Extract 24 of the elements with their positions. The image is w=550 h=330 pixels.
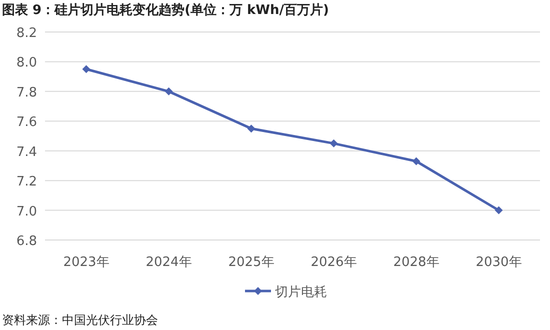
y-tick-label: 7.0 bbox=[16, 204, 37, 220]
legend: 切片电耗 bbox=[245, 285, 327, 300]
chart-title: 图表 9：硅片切片电耗变化趋势(单位：万 kWh/百万片) bbox=[2, 2, 329, 18]
y-tick-label: 7.8 bbox=[16, 85, 37, 100]
y-tick-label: 8.2 bbox=[16, 26, 37, 41]
y-tick-label: 6.8 bbox=[16, 234, 37, 249]
point bbox=[247, 124, 256, 133]
point bbox=[82, 65, 90, 74]
point bbox=[164, 87, 173, 96]
y-tick-label: 7.4 bbox=[16, 144, 37, 160]
legend-label: 切片电耗 bbox=[275, 285, 327, 300]
y-tick-label: 7.2 bbox=[16, 174, 37, 190]
x-tick-label: 2026年 bbox=[310, 255, 357, 270]
y-tick-label: 7.6 bbox=[16, 115, 37, 130]
x-tick-label: 2028年 bbox=[393, 255, 440, 270]
x-tick-label: 2024年 bbox=[146, 255, 192, 270]
point bbox=[494, 206, 503, 214]
point bbox=[412, 157, 420, 166]
x-tick-label: 2025年 bbox=[228, 255, 274, 270]
x-tick-label: 2023年 bbox=[63, 255, 110, 270]
x-tick-label: 2030年 bbox=[476, 255, 522, 270]
y-tick-label: 8.0 bbox=[16, 56, 37, 71]
point bbox=[330, 139, 338, 148]
text: 资料来源：中国光伏行业协会 bbox=[2, 313, 158, 327]
